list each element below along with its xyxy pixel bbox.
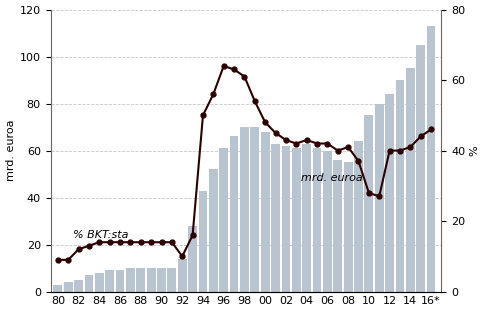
Bar <box>374 104 383 292</box>
Bar <box>84 275 93 292</box>
Bar <box>384 94 393 292</box>
Y-axis label: mrd. euroa: mrd. euroa <box>5 120 15 181</box>
Bar <box>363 115 373 292</box>
Bar <box>426 26 435 292</box>
Bar <box>271 144 279 292</box>
Text: mrd. euroa: mrd. euroa <box>301 173 363 183</box>
Bar <box>64 282 73 292</box>
Bar <box>115 271 124 292</box>
Bar <box>74 280 83 292</box>
Bar <box>395 80 404 292</box>
Bar <box>219 148 227 292</box>
Bar <box>178 259 186 292</box>
Bar <box>291 148 300 292</box>
Bar <box>136 268 145 292</box>
Bar <box>322 151 331 292</box>
Bar <box>105 271 114 292</box>
Bar <box>240 127 248 292</box>
Bar <box>260 132 269 292</box>
Bar <box>126 268 135 292</box>
Bar <box>157 268 166 292</box>
Bar <box>229 136 238 292</box>
Bar <box>405 68 414 292</box>
Text: % BKT:sta: % BKT:sta <box>73 230 129 240</box>
Bar <box>250 127 258 292</box>
Bar <box>147 268 155 292</box>
Bar <box>333 160 341 292</box>
Bar <box>415 45 424 292</box>
Bar <box>209 169 217 292</box>
Bar <box>53 285 62 292</box>
Bar <box>353 141 362 292</box>
Bar <box>281 146 290 292</box>
Bar <box>95 273 104 292</box>
Bar <box>188 226 197 292</box>
Bar <box>343 162 352 292</box>
Bar <box>302 144 310 292</box>
Bar <box>198 191 207 292</box>
Bar <box>312 148 321 292</box>
Y-axis label: %: % <box>469 145 479 156</box>
Bar <box>167 268 176 292</box>
